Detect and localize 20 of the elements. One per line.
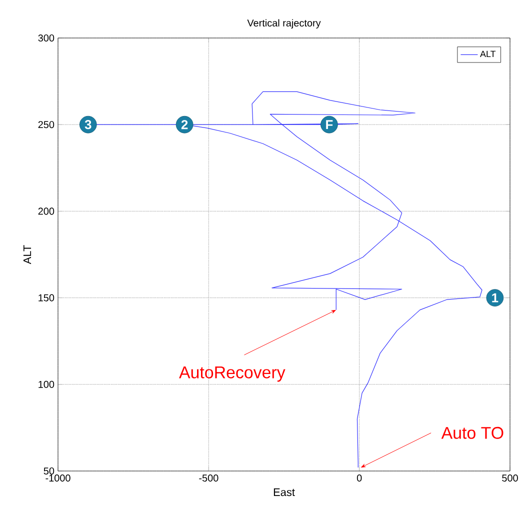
chart-title: Vertical rajectory [247, 19, 321, 28]
annotation: Auto TO [441, 426, 504, 439]
annotation: 2 [181, 120, 188, 130]
annotation: F [326, 120, 333, 130]
x-tick-label: -1000 [46, 474, 70, 482]
legend-label: ALT [480, 50, 496, 58]
y-tick-label: 100 [38, 380, 54, 388]
annotation: 3 [84, 120, 92, 130]
x-axis-title: East [274, 488, 295, 496]
y-tick-label: 250 [38, 121, 54, 128]
y-tick-label: 50 [44, 467, 54, 475]
x-tick-label: 500 [502, 474, 518, 482]
x-tick-label: 0 [356, 474, 362, 482]
x-tick-label: -500 [199, 474, 218, 482]
y-tick-label: 150 [38, 294, 54, 302]
annotation: AutoRecovery [179, 366, 286, 382]
annotation: 1 [492, 293, 498, 302]
y-axis-title: ALT [23, 245, 32, 264]
y-tick-label: 200 [38, 208, 54, 215]
y-tick-label: 300 [38, 34, 54, 42]
